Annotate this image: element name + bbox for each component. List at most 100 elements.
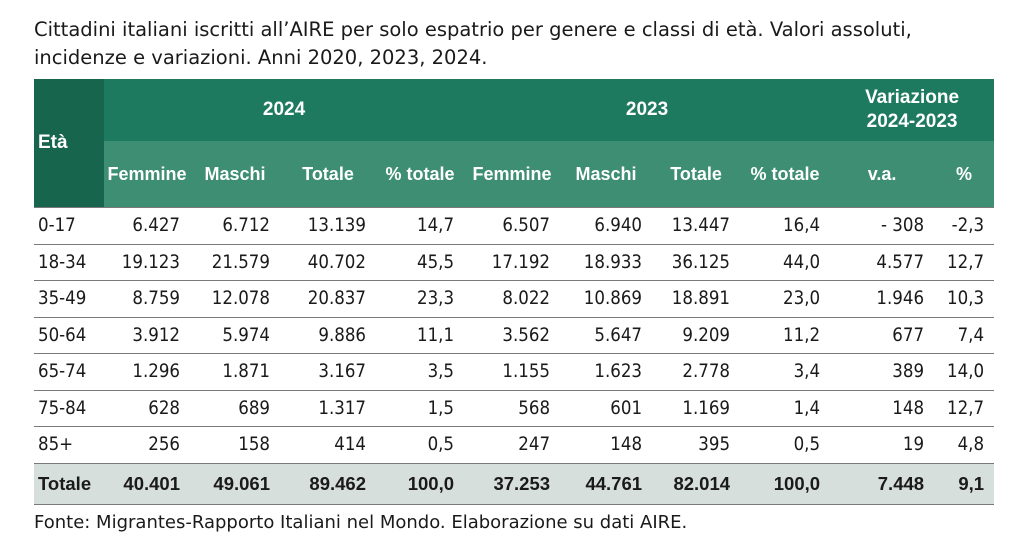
value-cell: 568 [464, 390, 561, 427]
value-cell: 3.912 [104, 317, 190, 354]
header-eta: Età [34, 79, 104, 208]
col-header-maschi-2023: Maschi [560, 141, 653, 208]
value-cell: 1.623 [560, 353, 653, 391]
value-cell: 23,0 [740, 280, 831, 318]
age-cell: 0-17 [34, 207, 104, 245]
age-cell: 35-49 [34, 280, 104, 318]
header-row-years: Età 2024 2023 Variazione 2024-2023 [34, 79, 995, 208]
value-cell: 389 [830, 353, 935, 391]
total-cell: 40.401 [104, 463, 190, 505]
header-year-2024: 2024 [104, 79, 465, 141]
value-cell: 0,5 [740, 426, 831, 464]
age-cell: 75-84 [34, 390, 104, 427]
value-cell: 44,0 [740, 244, 831, 281]
value-cell: 5.647 [560, 317, 653, 354]
value-cell: 11,2 [740, 317, 831, 354]
value-cell: 14,0 [934, 353, 995, 391]
value-cell: 5.974 [190, 317, 280, 354]
value-cell: 8.022 [464, 280, 561, 318]
value-cell: 601 [560, 390, 653, 427]
total-cell: 100,0 [740, 463, 831, 505]
value-cell: 3.167 [280, 353, 376, 391]
value-cell: 1.871 [190, 353, 280, 391]
col-header-femmine-2024: Femmine [104, 141, 190, 208]
header-row-columns: Femmine Maschi Totale % totale Femmine M… [34, 141, 995, 208]
col-header-femmine-2023: Femmine [464, 141, 561, 208]
value-cell: 247 [464, 426, 561, 464]
col-header-totale-2023: Totale [652, 141, 741, 208]
total-cell: 9,1 [934, 463, 995, 505]
total-cell: 89.462 [280, 463, 376, 505]
value-cell: 36.125 [652, 244, 741, 281]
age-cell: 65-74 [34, 353, 104, 391]
header-year-2023: 2023 [464, 79, 831, 141]
table-row: 75-84 628 689 1.317 1,5 568 601 1.169 1,… [34, 390, 995, 427]
age-cell: 50-64 [34, 317, 104, 354]
value-cell: 13.139 [280, 207, 376, 245]
col-header-variation-pct: % [934, 141, 995, 208]
value-cell: 414 [280, 426, 376, 464]
table-title: Cittadini italiani iscritti all’AIRE per… [34, 18, 912, 69]
total-row: Totale 40.401 49.061 89.462 100,0 37.253… [34, 463, 995, 505]
value-cell: 1,4 [740, 390, 831, 427]
col-header-pct-totale-2023: % totale [740, 141, 831, 208]
value-cell: 9.886 [280, 317, 376, 354]
value-cell: 40.702 [280, 244, 376, 281]
table-row: 65-74 1.296 1.871 3.167 3,5 1.155 1.623 … [34, 353, 995, 391]
value-cell: 13.447 [652, 207, 741, 245]
table-row: 18-34 19.123 21.579 40.702 45,5 17.192 1… [34, 244, 995, 281]
header-variation-line1: Variazione [865, 87, 960, 108]
age-cell: 18-34 [34, 244, 104, 281]
col-header-maschi-2024: Maschi [190, 141, 280, 208]
header-variation: Variazione 2024-2023 [830, 79, 995, 141]
value-cell: 12.078 [190, 280, 280, 318]
total-cell: 37.253 [464, 463, 561, 505]
data-table: Età 2024 2023 Variazione 2024-2023 Femmin… [34, 79, 995, 505]
value-cell: 20.837 [280, 280, 376, 318]
total-cell: 44.761 [560, 463, 653, 505]
table-row: 50-64 3.912 5.974 9.886 11,1 3.562 5.647… [34, 317, 995, 354]
value-cell: 1.155 [464, 353, 561, 391]
value-cell: 1.296 [104, 353, 190, 391]
col-header-variation-va: v.a. [830, 141, 935, 208]
value-cell: 7,4 [934, 317, 995, 354]
value-cell: 256 [104, 426, 190, 464]
value-cell: 17.192 [464, 244, 561, 281]
table-row: 85+ 256 158 414 0,5 247 148 395 0,5 19 4… [34, 426, 995, 464]
total-cell: 49.061 [190, 463, 280, 505]
value-cell: 18.933 [560, 244, 653, 281]
value-cell: 19.123 [104, 244, 190, 281]
value-cell: 10.869 [560, 280, 653, 318]
value-cell: 8.759 [104, 280, 190, 318]
value-cell: 6.940 [560, 207, 653, 245]
value-cell: 9.209 [652, 317, 741, 354]
value-cell: 18.891 [652, 280, 741, 318]
value-cell: 628 [104, 390, 190, 427]
value-cell: 0,5 [376, 426, 465, 464]
value-cell: 16,4 [740, 207, 831, 245]
value-cell: 6.712 [190, 207, 280, 245]
value-cell: 3,5 [376, 353, 465, 391]
value-cell: 689 [190, 390, 280, 427]
value-cell: 10,3 [934, 280, 995, 318]
value-cell: 3.562 [464, 317, 561, 354]
value-cell: -2,3 [934, 207, 995, 245]
value-cell: 1.946 [830, 280, 935, 318]
value-cell: 3,4 [740, 353, 831, 391]
value-cell: 158 [190, 426, 280, 464]
value-cell: 4.577 [830, 244, 935, 281]
value-cell: - 308 [830, 207, 935, 245]
table-row: 0-17 6.427 6.712 13.139 14,7 6.507 6.940… [34, 207, 995, 245]
value-cell: 19 [830, 426, 935, 464]
value-cell: 6.507 [464, 207, 561, 245]
value-cell: 45,5 [376, 244, 465, 281]
source-note: Fonte: Migrantes-Rapporto Italiani nel M… [34, 512, 688, 533]
value-cell: 1.169 [652, 390, 741, 427]
value-cell: 1,5 [376, 390, 465, 427]
total-label: Totale [34, 463, 104, 505]
col-header-pct-totale-2024: % totale [376, 141, 465, 208]
value-cell: 14,7 [376, 207, 465, 245]
total-cell: 82.014 [652, 463, 741, 505]
table-row: 35-49 8.759 12.078 20.837 23,3 8.022 10.… [34, 280, 995, 318]
value-cell: 148 [560, 426, 653, 464]
